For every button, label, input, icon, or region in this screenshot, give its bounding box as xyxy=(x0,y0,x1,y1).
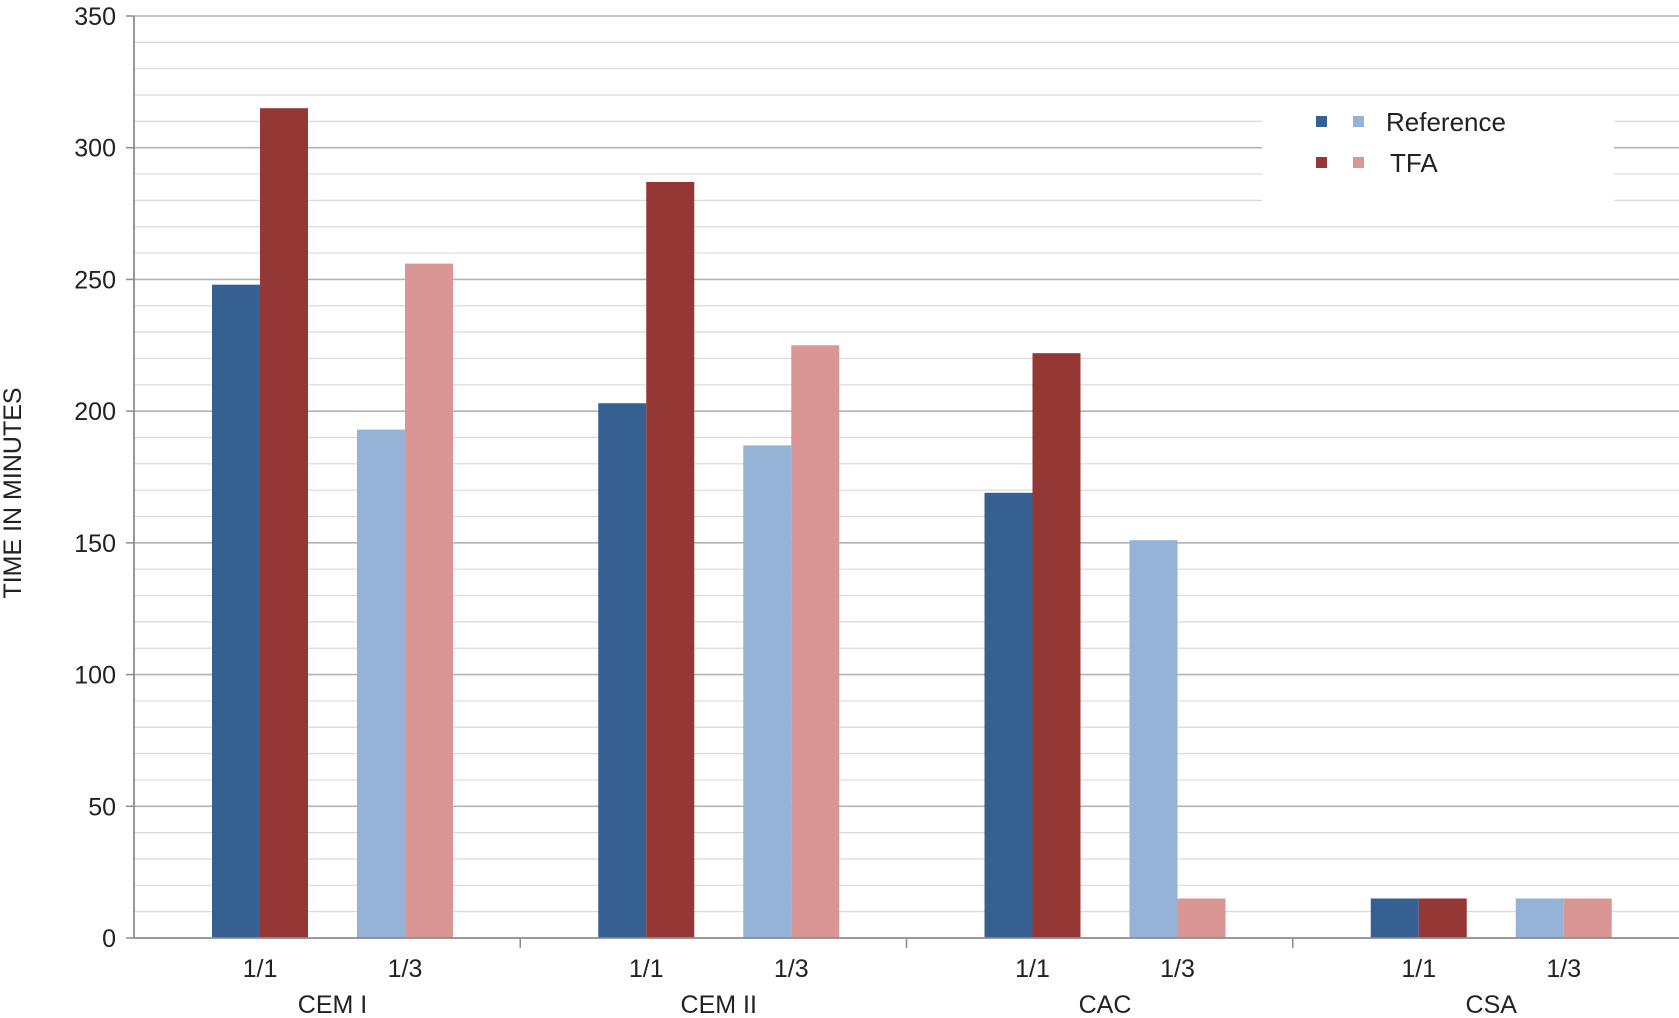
bar-reference xyxy=(743,445,792,938)
legend: Reference TFA xyxy=(1262,96,1614,204)
legend-swatch xyxy=(1316,116,1327,127)
y-tick-label: 250 xyxy=(74,266,116,294)
bar-tfa xyxy=(791,345,840,938)
bar-tfa xyxy=(405,263,453,938)
bar-tfa xyxy=(646,181,695,938)
legend-box xyxy=(1262,96,1614,204)
legend-swatch xyxy=(1353,116,1364,127)
bar-tfa xyxy=(260,108,308,938)
bar-reference xyxy=(357,429,405,938)
y-tick-label: 100 xyxy=(74,662,116,690)
x-subgroup-label: 1/3 xyxy=(1160,955,1195,983)
bar-reference xyxy=(212,284,260,938)
y-tick-label: 50 xyxy=(88,793,116,821)
x-subgroup-label: 1/1 xyxy=(1401,955,1436,983)
bars xyxy=(212,108,1612,938)
y-axis-title: TIME IN MINUTES xyxy=(0,387,27,598)
bar-reference xyxy=(598,403,647,938)
legend-label: Reference xyxy=(1386,107,1506,137)
y-tick-label: 200 xyxy=(74,398,116,426)
bar-tfa xyxy=(1177,898,1226,938)
bar-reference xyxy=(1515,898,1564,938)
x-subgroup-label: 1/1 xyxy=(1015,955,1050,983)
y-tick-label: 300 xyxy=(74,135,116,163)
y-tick-label: 0 xyxy=(102,925,116,953)
x-subgroup-label: 1/3 xyxy=(388,955,423,983)
legend-swatch xyxy=(1316,157,1327,168)
x-subgroup-label: 1/1 xyxy=(243,955,278,983)
x-subgroup-label: 1/3 xyxy=(774,955,809,983)
x-group-label: CAC xyxy=(1079,991,1132,1018)
bar-tfa xyxy=(1032,353,1081,938)
x-group-label: CEM I xyxy=(298,991,367,1018)
x-labels: 1/1 1/3 CEM I 1/1 1/3 CEM II 1/1 1/3 CAC 1/1 1/3 CS… xyxy=(243,955,1582,1018)
x-subgroup-label: 1/1 xyxy=(629,955,664,983)
x-group-label: CSA xyxy=(1466,991,1518,1018)
legend-label: TFA xyxy=(1390,148,1438,178)
x-group-label: CEM II xyxy=(681,991,757,1018)
bar-reference xyxy=(1129,540,1178,938)
bar-reference xyxy=(984,492,1033,938)
x-subgroup-label: 1/3 xyxy=(1546,955,1581,983)
axes xyxy=(126,15,1679,948)
legend-swatch xyxy=(1353,157,1364,168)
y-tick-label: 350 xyxy=(74,3,116,31)
y-tick-labels: 0 50 100 150 200 250 300 350 xyxy=(74,3,116,953)
bar-reference xyxy=(1370,898,1419,938)
y-tick-label: 150 xyxy=(74,530,116,558)
bar-tfa xyxy=(1563,898,1612,938)
bar-tfa xyxy=(1418,898,1467,938)
